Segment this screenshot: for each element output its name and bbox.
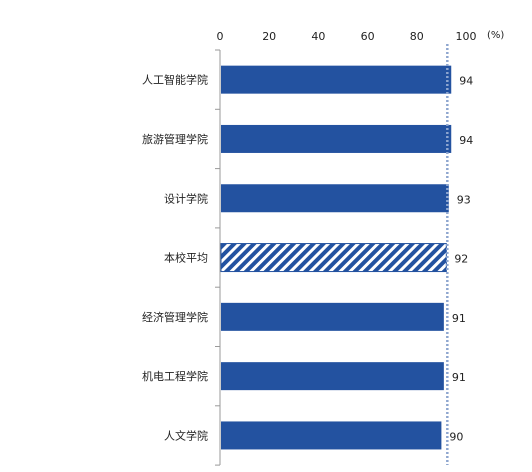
bar: [221, 362, 444, 391]
x-tick-label: 20: [262, 30, 276, 43]
category-label: 旅游管理学院: [142, 132, 208, 146]
y-axis-ticks: [215, 49, 220, 466]
value-label: 93: [457, 193, 471, 206]
category-label: 人工智能学院: [142, 73, 208, 87]
value-label: 94: [459, 134, 473, 147]
bar: [221, 302, 444, 331]
x-tick-label: 80: [410, 30, 424, 43]
x-tick-label: 100: [456, 30, 477, 43]
category-label: 人文学院: [164, 428, 208, 442]
value-label: 91: [452, 371, 466, 384]
x-tick-label: 0: [217, 30, 224, 43]
x-tick-label: 60: [361, 30, 375, 43]
category-label: 设计学院: [164, 191, 208, 205]
value-label: 91: [452, 312, 466, 325]
x-axis-ticks: 0 20 40 60 80 100: [217, 30, 477, 43]
value-label: 92: [454, 253, 468, 266]
x-axis-unit-label: (%): [487, 30, 504, 41]
bar: [221, 184, 449, 213]
category-label: 经济管理学院: [142, 310, 208, 324]
bar-average-hatched: [220, 243, 447, 273]
bar: [221, 65, 452, 94]
bars: [220, 65, 452, 450]
value-label: 94: [459, 75, 473, 88]
x-tick-label: 40: [311, 30, 325, 43]
value-labels: 94 94 93 92 91 91 90: [449, 75, 473, 444]
category-label: 机电工程学院: [142, 369, 208, 383]
bar: [221, 124, 452, 153]
value-label: 90: [449, 430, 463, 443]
category-label: 本校平均: [164, 251, 208, 265]
bar: [221, 421, 442, 450]
